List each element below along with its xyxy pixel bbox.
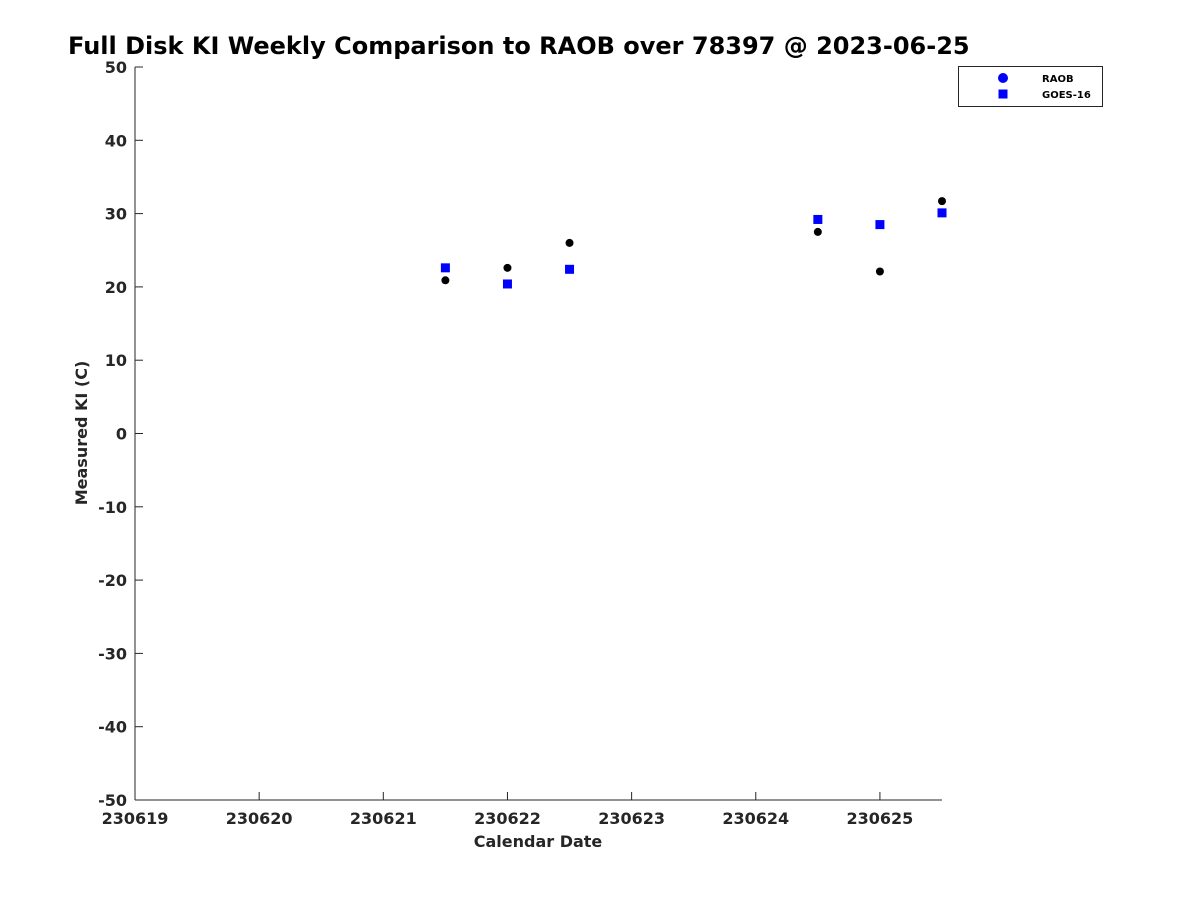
raob-point [813,227,822,236]
legend-box [958,66,1103,107]
series-goes-16 [440,208,947,289]
y-tick-label: -20 [98,571,127,590]
x-tick-label: 230619 [102,809,169,828]
x-tick-label: 230622 [474,809,541,828]
legend-marker-goes [998,89,1008,99]
goes-point [502,279,512,289]
plot-axes: -50 -40 -30 -20 -10 0 10 20 30 40 50 230619 230620 23… [98,58,942,828]
y-tick-label: -10 [98,498,127,517]
y-tick-label: 40 [105,131,127,150]
x-axis-label: Calendar Date [474,832,603,851]
raob-point [441,276,450,285]
legend-label: GOES-16 [1042,90,1091,101]
y-tick-label: 30 [105,205,127,224]
goes-point [565,264,575,274]
x-tick-label: 230623 [598,809,665,828]
raob-point [938,197,946,206]
y-tick-label: 20 [105,278,127,297]
y-tick-label: -30 [98,644,127,663]
y-tick-label: 50 [105,58,127,77]
raob-point [565,238,574,247]
chart-title: Full Disk KI Weekly Comparison to RAOB o… [68,32,970,60]
goes-point [813,214,823,224]
x-tick-label: 230624 [722,809,789,828]
goes-point [440,263,450,273]
y-axis-label: Measured KI (C) [72,361,91,506]
series-raob [441,197,946,285]
y-tick-label: -40 [98,718,127,737]
data-markers [440,197,947,289]
raob-point [503,263,512,272]
goes-point [937,208,947,218]
y-tick-label: 0 [116,425,127,444]
x-tick-label: 230625 [847,809,914,828]
y-tick-label: 10 [105,351,127,370]
legend-marker-raob [998,73,1008,83]
legend: RAOB GOES-16 [958,66,1103,107]
y-tick-label: -50 [98,791,127,810]
legend-label: RAOB [1042,74,1074,85]
x-tick-label: 230621 [350,809,417,828]
x-tick-label: 230620 [226,809,293,828]
goes-point [875,220,885,230]
raob-point [875,267,884,276]
